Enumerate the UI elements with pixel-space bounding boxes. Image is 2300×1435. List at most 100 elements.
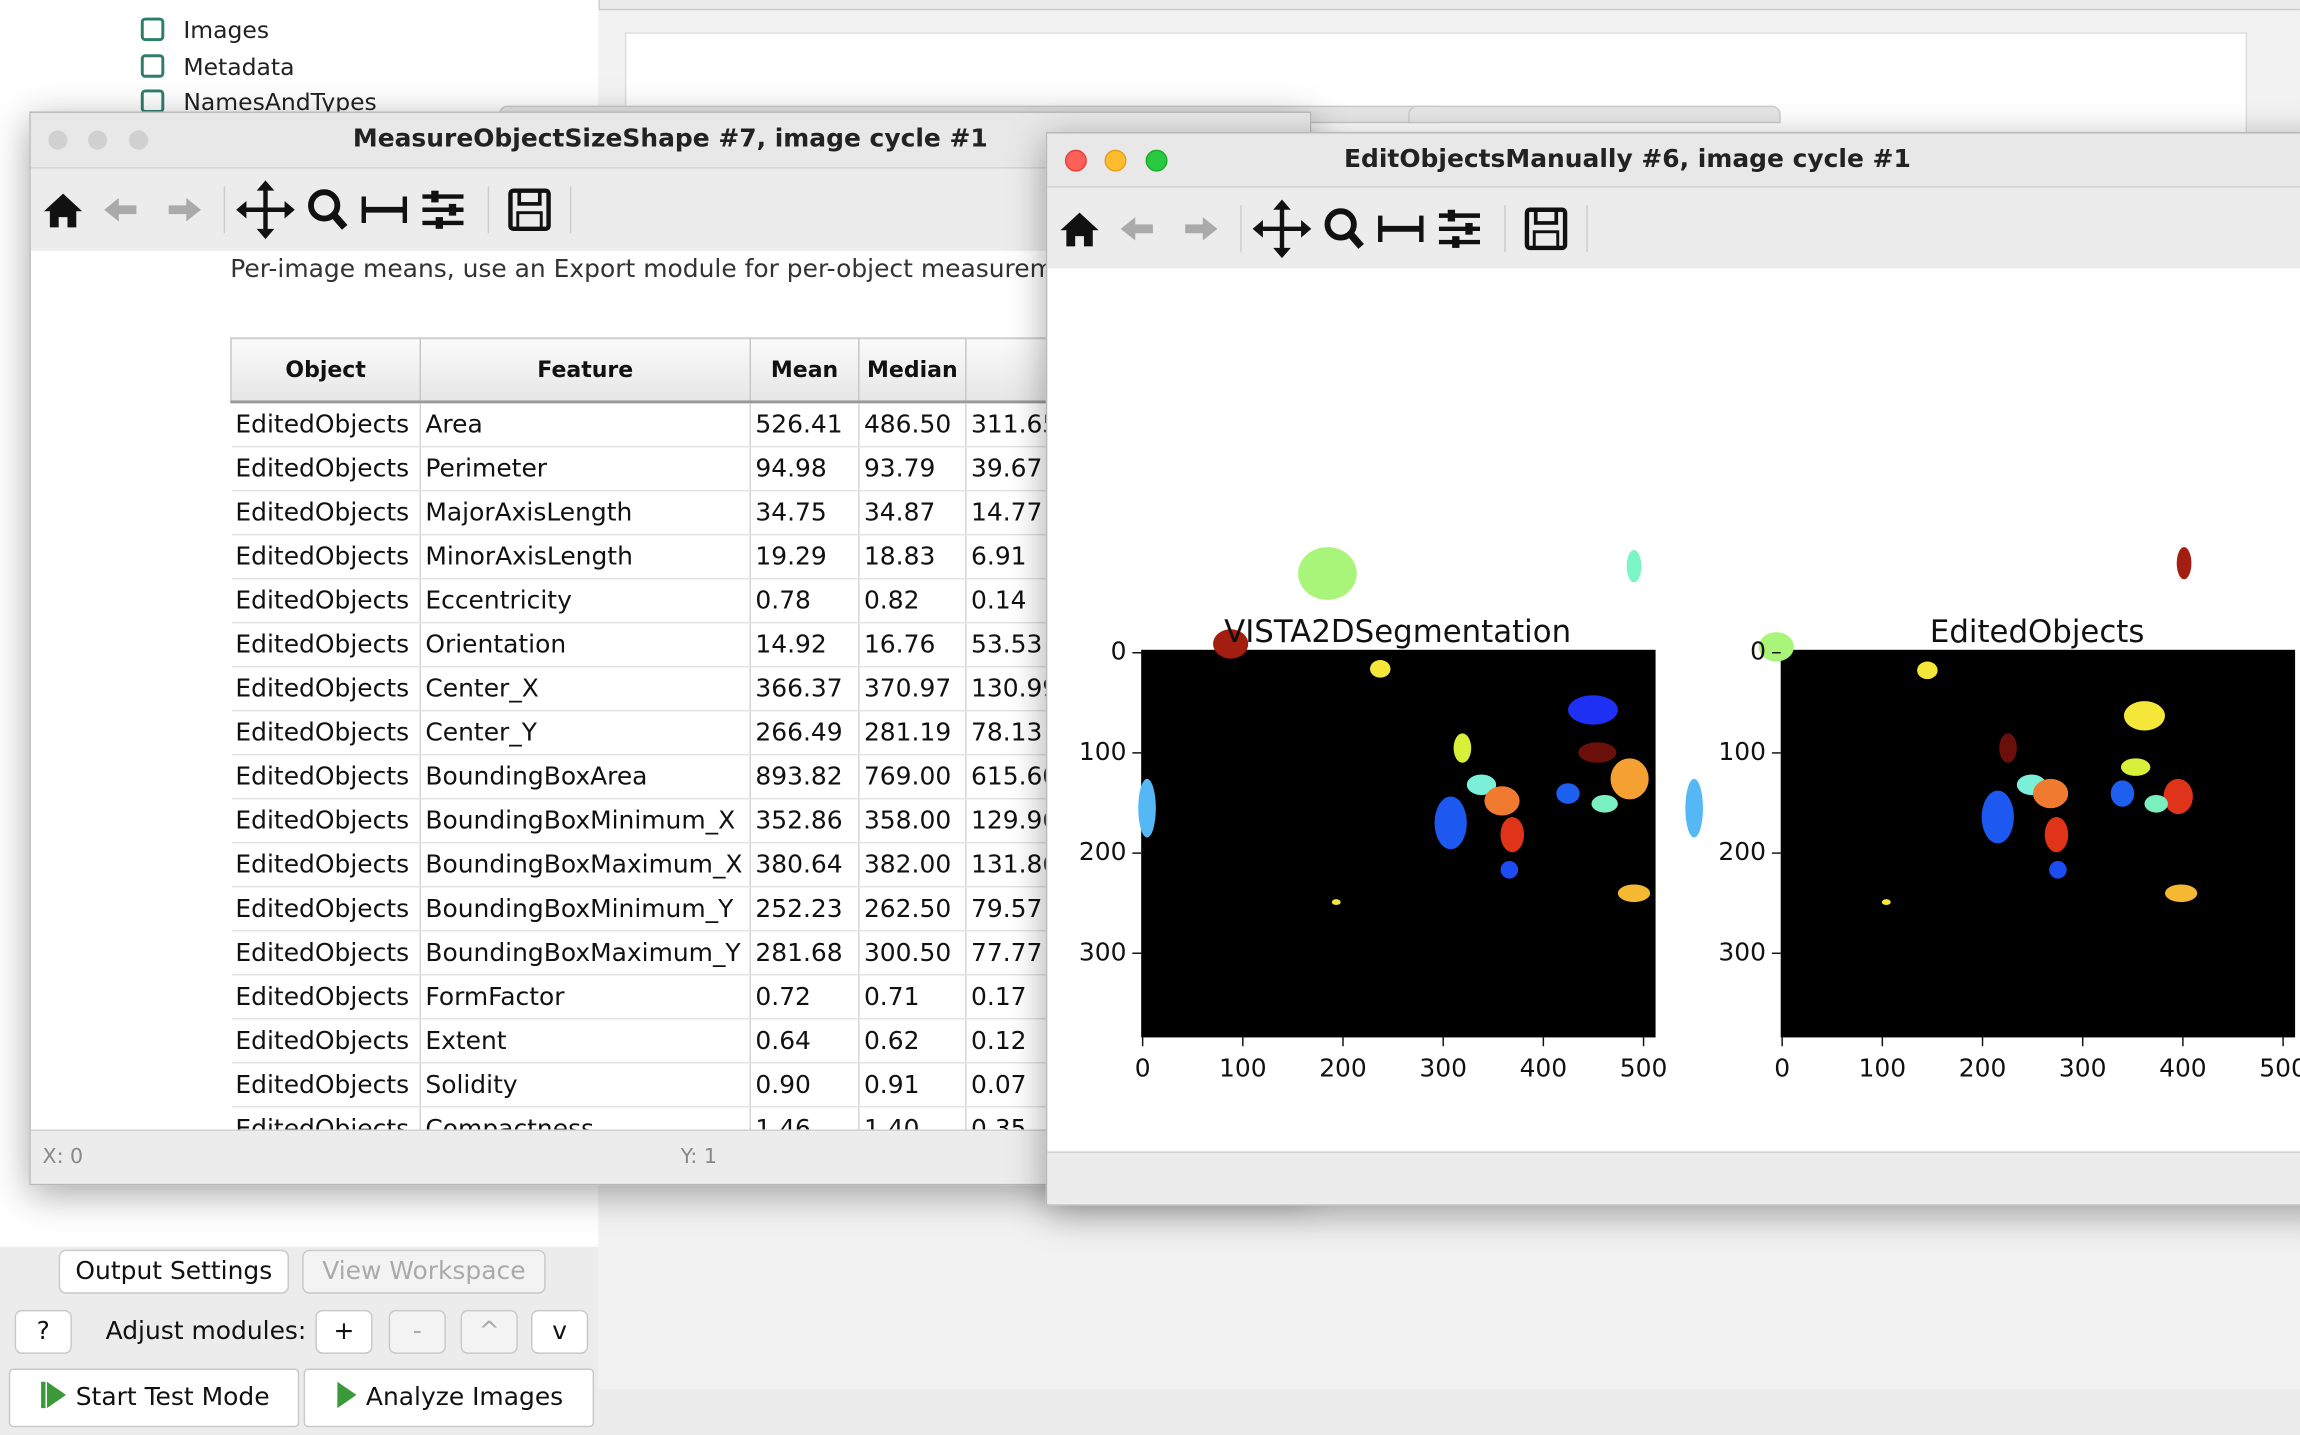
tree-item[interactable]: Images: [183, 16, 270, 45]
object-blob: [1578, 742, 1617, 763]
start-test-label: Start Test Mode: [75, 1383, 270, 1413]
object-blob: [1466, 774, 1497, 796]
object-blob: [2032, 778, 2069, 809]
tree-item[interactable]: NamesAndTypes: [183, 88, 377, 116]
edit-window: EditObjectsManually #6, image cycle #1 V…: [1045, 132, 2300, 1206]
column-header: Object: [230, 337, 421, 404]
x-tick-label: 400: [1520, 1054, 1568, 1083]
status-bar: [1047, 1151, 2300, 1205]
window-behind: [1408, 105, 1781, 124]
table-row: EditedObjects Area 526.41 486.50 311.65: [231, 401, 1244, 448]
y-tick-label: 0: [1750, 637, 1766, 666]
table-cell: BoundingBoxMinimum_X: [420, 798, 752, 844]
table-cell: 19.29: [750, 534, 860, 580]
object-blob: [1626, 550, 1642, 583]
table-cell: 34.87: [858, 490, 967, 536]
table-cell: 281.68: [750, 930, 860, 976]
toolbar-icons[interactable]: [31, 169, 588, 251]
table-cell: EditedObjects: [231, 578, 421, 624]
table-cell: Center_X: [420, 666, 752, 712]
figure: VISTA2DSegmentation 0 100 200 300 400 500 0 100 2…: [1079, 547, 2300, 1083]
object-blob: [1568, 695, 1618, 725]
x-tick-label: 100: [1859, 1054, 1907, 1083]
table-cell: Center_Y: [420, 710, 752, 756]
table-cell: EditedObjects: [231, 446, 421, 492]
output-settings-button[interactable]: Output Settings: [58, 1249, 289, 1294]
x-tick-label: 300: [1419, 1054, 1467, 1083]
move-up-button[interactable]: ^: [460, 1309, 518, 1354]
table-cell: 14.92: [750, 622, 860, 668]
object-blob: [2176, 547, 2192, 580]
table-cell: Extent: [420, 1018, 752, 1064]
table-cell: EditedObjects: [231, 974, 421, 1020]
object-blob: [1881, 899, 1891, 906]
object-blob: [2049, 861, 2067, 879]
table-cell: 262.50: [858, 886, 967, 932]
column-header: Median: [858, 337, 967, 404]
table-cell: EditedObjects: [231, 842, 421, 888]
table-cell: 486.50: [858, 401, 967, 448]
object-blob: [1999, 733, 2017, 763]
table-cell: 34.75: [750, 490, 860, 536]
remove-module-button[interactable]: -: [388, 1309, 446, 1354]
x-tick-label: 0: [1135, 1054, 1151, 1083]
column-header: Feature: [419, 337, 752, 404]
table-cell: MajorAxisLength: [420, 490, 752, 536]
object-blob: [1917, 661, 1938, 680]
start-test-button[interactable]: Start Test Mode: [8, 1368, 300, 1428]
table-cell: FormFactor: [420, 974, 752, 1020]
table-cell: BoundingBoxArea: [420, 754, 752, 800]
object-blob: [2123, 701, 2165, 731]
table-cell: EditedObjects: [231, 534, 421, 580]
table-cell: EditedObjects: [231, 754, 421, 800]
table-cell: 526.41: [750, 401, 860, 448]
table-cell: 893.82: [750, 754, 860, 800]
object-blob: [1453, 733, 1472, 763]
object-blob: [1138, 778, 1156, 838]
table-cell: 94.98: [750, 446, 860, 492]
help-button[interactable]: ?: [14, 1309, 72, 1354]
table-row: EditedObjects MajorAxisLength 34.75 34.87 14…: [231, 490, 1244, 536]
plot-title: VISTA2DSegmentation: [1224, 614, 1571, 650]
table-cell: 382.00: [858, 842, 967, 888]
table-cell: Solidity: [420, 1062, 752, 1108]
object-blob: [2110, 780, 2135, 807]
table-cell: Orientation: [420, 622, 752, 668]
table-cell: 93.79: [858, 446, 967, 492]
analyze-button[interactable]: Analyze Images: [303, 1368, 595, 1428]
object-blob: [1369, 660, 1391, 678]
tree-item[interactable]: Metadata: [183, 52, 295, 81]
y-tick-label: 200: [1718, 837, 1766, 866]
x-tick-label: 400: [2159, 1054, 2207, 1083]
table-cell: 366.37: [750, 666, 860, 712]
object-blob: [2163, 778, 2193, 815]
analyze-label: Analyze Images: [365, 1383, 564, 1413]
table-cell: 769.00: [858, 754, 967, 800]
y-tick-label: 300: [1718, 937, 1766, 966]
move-down-button[interactable]: v: [530, 1309, 589, 1354]
x-tick-label: 500: [2259, 1054, 2300, 1083]
x-tick-label: 200: [1959, 1054, 2007, 1083]
table-cell: BoundingBoxMinimum_Y: [420, 886, 752, 932]
object-blob: [2164, 884, 2198, 903]
play-icon: [41, 1381, 67, 1409]
y-tick-label: 100: [1079, 737, 1127, 766]
table-cell: EditedObjects: [231, 490, 421, 536]
plot-title: EditedObjects: [1930, 614, 2144, 650]
add-module-button[interactable]: +: [315, 1309, 373, 1354]
note: Per-image means, use an Export module fo…: [230, 255, 1086, 285]
table-cell: EditedObjects: [231, 1062, 421, 1108]
window-title: MeasureObjectSizeShape #7, image cycle #…: [352, 124, 988, 155]
object-blob: [1434, 796, 1467, 850]
table-cell: BoundingBoxMaximum_X: [420, 842, 752, 888]
table-cell: 0.91: [858, 1062, 967, 1108]
toolbar-icons[interactable]: [1047, 188, 1604, 270]
y-tick-label: 200: [1079, 837, 1127, 866]
view-workspace-button[interactable]: View Workspace: [302, 1249, 546, 1294]
table-cell: EditedObjects: [231, 798, 421, 844]
title-bar: EditObjectsManually #6, image cycle #1: [1047, 133, 2300, 188]
object-blob: [1685, 778, 1703, 838]
table-cell: 16.76: [858, 622, 967, 668]
object-blob: [1591, 795, 1618, 813]
